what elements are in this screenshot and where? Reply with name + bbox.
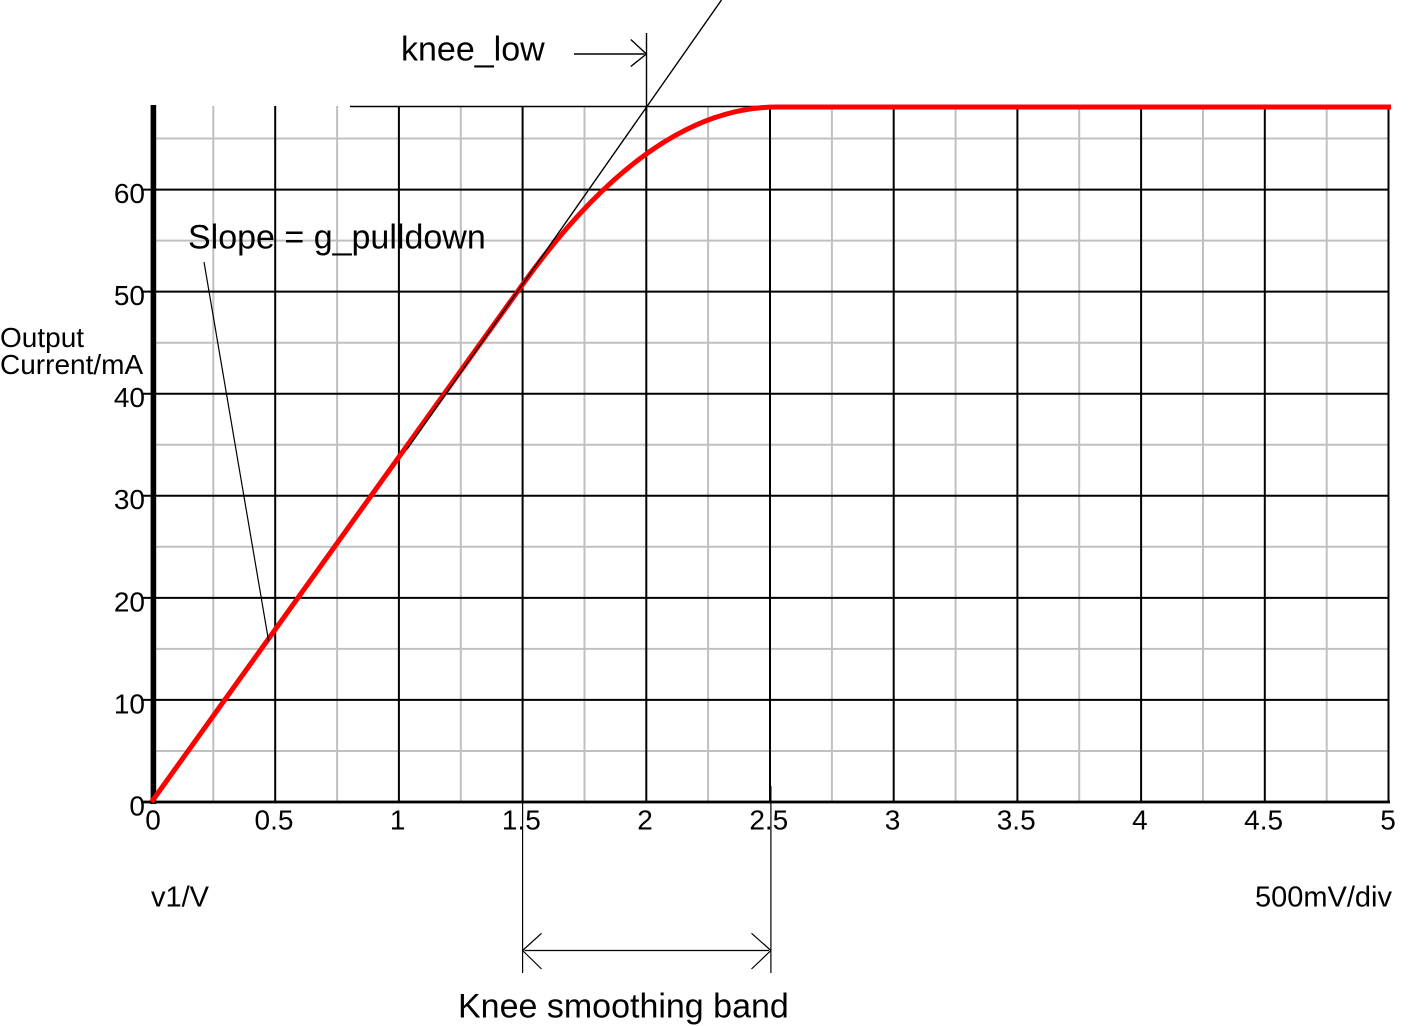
svg-text:knee_low: knee_low [401,31,545,69]
svg-text:50: 50 [114,280,145,311]
svg-text:Current/mA: Current/mA [0,349,143,380]
svg-text:20: 20 [114,586,145,617]
svg-text:Output: Output [0,322,84,353]
svg-text:Knee smoothing band: Knee smoothing band [458,988,789,1026]
svg-text:2.5: 2.5 [749,805,788,836]
svg-text:30: 30 [114,484,145,515]
svg-text:1: 1 [390,805,406,836]
svg-text:v1/V: v1/V [151,882,210,914]
svg-text:60: 60 [114,178,145,209]
svg-text:Slope = g_pulldown: Slope = g_pulldown [188,219,486,257]
svg-text:10: 10 [114,688,145,719]
svg-text:3: 3 [885,805,901,836]
svg-text:5: 5 [1380,805,1396,836]
svg-text:2: 2 [637,805,653,836]
svg-text:0: 0 [129,790,145,821]
svg-text:1.5: 1.5 [502,805,541,836]
svg-text:500mV/div: 500mV/div [1255,882,1393,914]
svg-text:3.5: 3.5 [997,805,1036,836]
svg-text:4.5: 4.5 [1244,805,1283,836]
svg-text:0.5: 0.5 [255,805,294,836]
svg-text:40: 40 [114,382,145,413]
svg-text:4: 4 [1132,805,1148,836]
svg-text:0: 0 [145,805,161,836]
